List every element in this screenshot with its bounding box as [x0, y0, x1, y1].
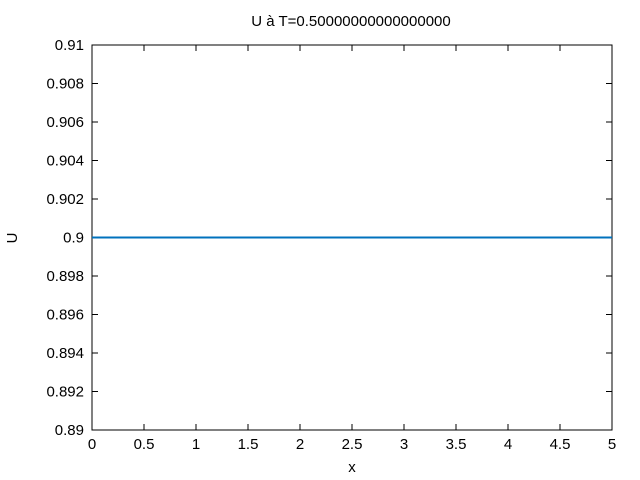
x-axis-title: x: [348, 459, 356, 476]
y-tick-label: 0.896: [46, 307, 84, 324]
x-tick-label: 2.5: [342, 436, 363, 453]
x-tick-label: 2: [296, 436, 304, 453]
x-tick-label: 4.5: [550, 436, 571, 453]
y-tick-label: 0.906: [46, 114, 84, 131]
y-tick-label: 0.904: [46, 153, 84, 170]
y-tick-label: 0.91: [55, 37, 84, 54]
x-tick-label: 5: [608, 436, 616, 453]
chart-title: U à T=0.50000000000000000: [251, 13, 451, 30]
x-tick-label: 0: [88, 436, 96, 453]
y-tick-label: 0.89: [55, 422, 84, 439]
y-axis-title: U: [4, 233, 21, 244]
y-tick-label: 0.894: [46, 345, 84, 362]
x-tick-label: 0.5: [134, 436, 155, 453]
x-axis: 0 0.5 1 1.5 2 2.5 3 3.5 4 4.5 5: [88, 45, 616, 453]
y-tick-label: 0.892: [46, 384, 84, 401]
y-tick-label: 0.908: [46, 76, 84, 93]
x-tick-label: 4: [504, 436, 512, 453]
y-tick-label: 0.902: [46, 191, 84, 208]
y-tick-label: 0.898: [46, 268, 84, 285]
x-tick-label: 1.5: [238, 436, 259, 453]
x-tick-label: 1: [192, 436, 200, 453]
y-tick-label: 0.9: [63, 230, 84, 247]
x-tick-label: 3: [400, 436, 408, 453]
y-axis: 0.89 0.892 0.894 0.896 0.898 0.9 0.902 0.904 0.9…: [46, 37, 612, 439]
x-tick-label: 3.5: [446, 436, 467, 453]
